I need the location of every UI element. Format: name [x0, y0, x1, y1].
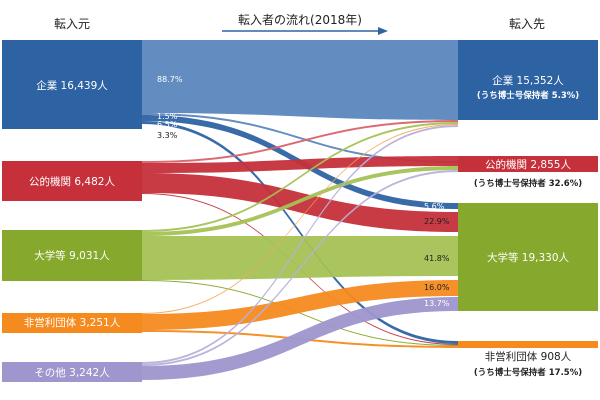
source-node-university: 大学等 9,031人: [2, 230, 142, 281]
source-node-company: 企業 16,439人: [2, 40, 142, 129]
target-bar-university: [458, 203, 598, 311]
source-node-other: その他 3,242人: [2, 362, 142, 382]
source-label-other: その他 3,242人: [34, 366, 110, 379]
pct-university-from-public: 22.9%: [424, 217, 450, 226]
source-node-public: 公的機関 6,482人: [2, 161, 142, 201]
target-node-public: 公的機関 2,855人 (うち博士号保持者 32.6%): [458, 156, 598, 189]
flow-other-university: [142, 297, 458, 380]
flow-university-university: [142, 236, 458, 280]
target-label-public: 公的機関 2,855人: [485, 158, 571, 171]
flow-company-nonprofit: [142, 121, 458, 344]
source-bar-public: [2, 161, 142, 201]
flow-nonprofit-company: [142, 124, 458, 314]
flow-other-public: [142, 170, 458, 366]
source-bar-nonprofit: [2, 313, 142, 333]
flows: [142, 40, 458, 380]
pct-university-from-company: 5.6%: [424, 202, 445, 211]
target-node-university: 大学等 19,330人 (うち博士号保持者: [458, 203, 598, 311]
pct-company-nonprofit: 3.3%: [157, 131, 178, 140]
pct-university-from-other: 13.7%: [424, 299, 450, 308]
target-sub-nonprofit: (うち博士号保持者 17.5%): [474, 367, 582, 378]
target-node-nonprofit: 非営利団体 908人 (うち博士号保持者 17.5%): [458, 341, 598, 378]
source-label-company: 企業 16,439人: [36, 79, 108, 92]
source-bar-company: [2, 40, 142, 129]
flow-company-company: [142, 40, 458, 120]
source-node-nonprofit: 非営利団体 3,251人: [2, 313, 142, 333]
target-label-company: 企業 15,352人: [492, 74, 564, 87]
target-sub-public: (うち博士号保持者 32.6%): [474, 178, 582, 189]
flow-nonprofit-university: [142, 280, 458, 330]
source-label-university: 大学等 9,031人: [34, 249, 110, 262]
pct-university-from-nonprofit: 16.0%: [424, 283, 450, 292]
pct-company-company: 88.7%: [157, 75, 183, 84]
header-flow: 転入者の流れ(2018年): [238, 13, 362, 27]
target-bar-nonprofit: [458, 341, 598, 348]
target-sub-company: (うち博士号保持者 5.3%): [477, 90, 579, 101]
source-label-nonprofit: 非営利団体 3,251人: [24, 316, 121, 329]
target-label-university: 大学等 19,330人: [487, 251, 570, 264]
source-label-public: 公的機関 6,482人: [29, 175, 115, 188]
target-node-company: 企業 15,352人 (うち博士号保持者 5.3%): [458, 40, 598, 120]
target-bar-public: [458, 156, 598, 172]
flow-other-company: [142, 125, 458, 364]
flow-public-public: [142, 156, 458, 173]
pct-university-from-university: 41.8%: [424, 254, 450, 263]
flow-university-public: [142, 166, 458, 236]
flow-university-company: [142, 122, 458, 232]
source-nodes: 企業 16,439人 公的機関 6,482人 大学等 9,031人 非営利団体 …: [2, 40, 142, 382]
flow-arrow: [222, 27, 388, 35]
source-bar-other: [2, 362, 142, 382]
source-bar-university: [2, 230, 142, 281]
target-nodes: 企業 15,352人 (うち博士号保持者 5.3%) 公的機関 2,855人 (…: [458, 40, 598, 378]
target-bar-company: [458, 40, 598, 120]
target-label-nonprofit: 非営利団体 908人: [485, 350, 572, 363]
pct-company-university: 6.5%: [157, 120, 178, 129]
flow-public-company: [142, 120, 458, 163]
pct-company-public: 1.5%: [157, 112, 178, 121]
header-target: 転入先: [509, 17, 545, 31]
flow-company-public: [142, 113, 458, 163]
target-sub-university: (うち博士号保持者: [492, 267, 564, 278]
header-source: 転入元: [54, 17, 90, 31]
flow-percent-labels: 88.7% 1.5% 6.5% 3.3% 5.6% 22.9% 41.8% 16…: [157, 75, 450, 308]
